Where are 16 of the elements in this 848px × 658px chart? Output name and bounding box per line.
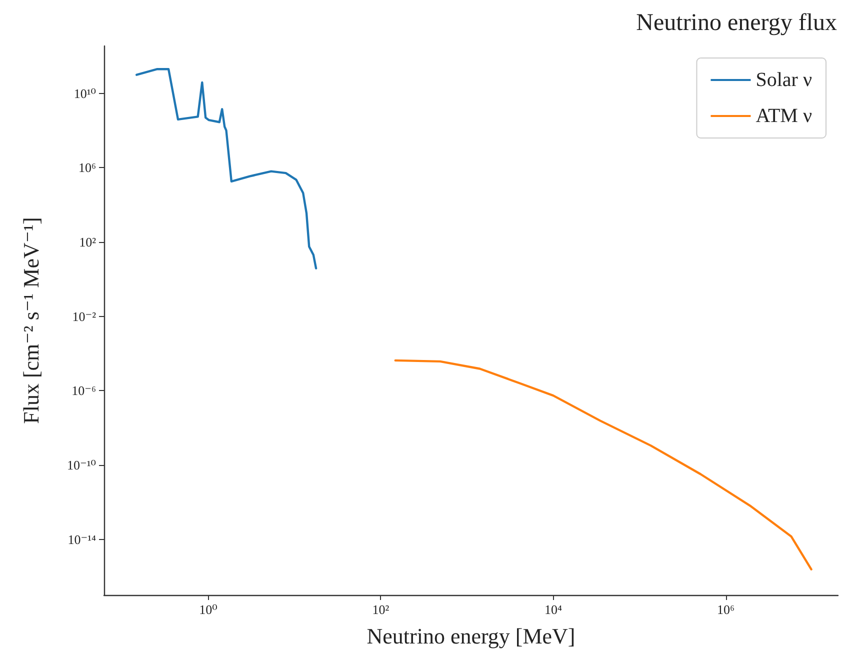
y-tick-label: 10⁶ <box>78 160 96 176</box>
y-tick-label: 10⁻⁶ <box>72 383 96 398</box>
x-tick-label: 10² <box>372 602 390 617</box>
x-tick-label: 10⁶ <box>716 602 735 617</box>
y-axis-title: Flux [cm⁻² s⁻¹ MeV⁻¹] <box>18 217 44 424</box>
y-tick-label: 10⁻¹⁴ <box>68 532 96 547</box>
legend-label: Solar ν <box>756 69 812 91</box>
x-tick-label: 10⁴ <box>544 602 562 617</box>
y-tick-label: 10¹⁰ <box>74 86 96 101</box>
y-tick-label: 10² <box>79 234 96 250</box>
x-axis-title: Neutrino energy [MeV] <box>366 624 576 648</box>
x-tick-label: 10⁰ <box>199 602 218 617</box>
chart-title: Neutrino energy flux <box>636 10 838 36</box>
y-tick-label: 10⁻² <box>72 308 96 324</box>
y-tick-label: 10⁻¹⁰ <box>67 457 96 472</box>
legend-label: ATM ν <box>756 105 812 127</box>
